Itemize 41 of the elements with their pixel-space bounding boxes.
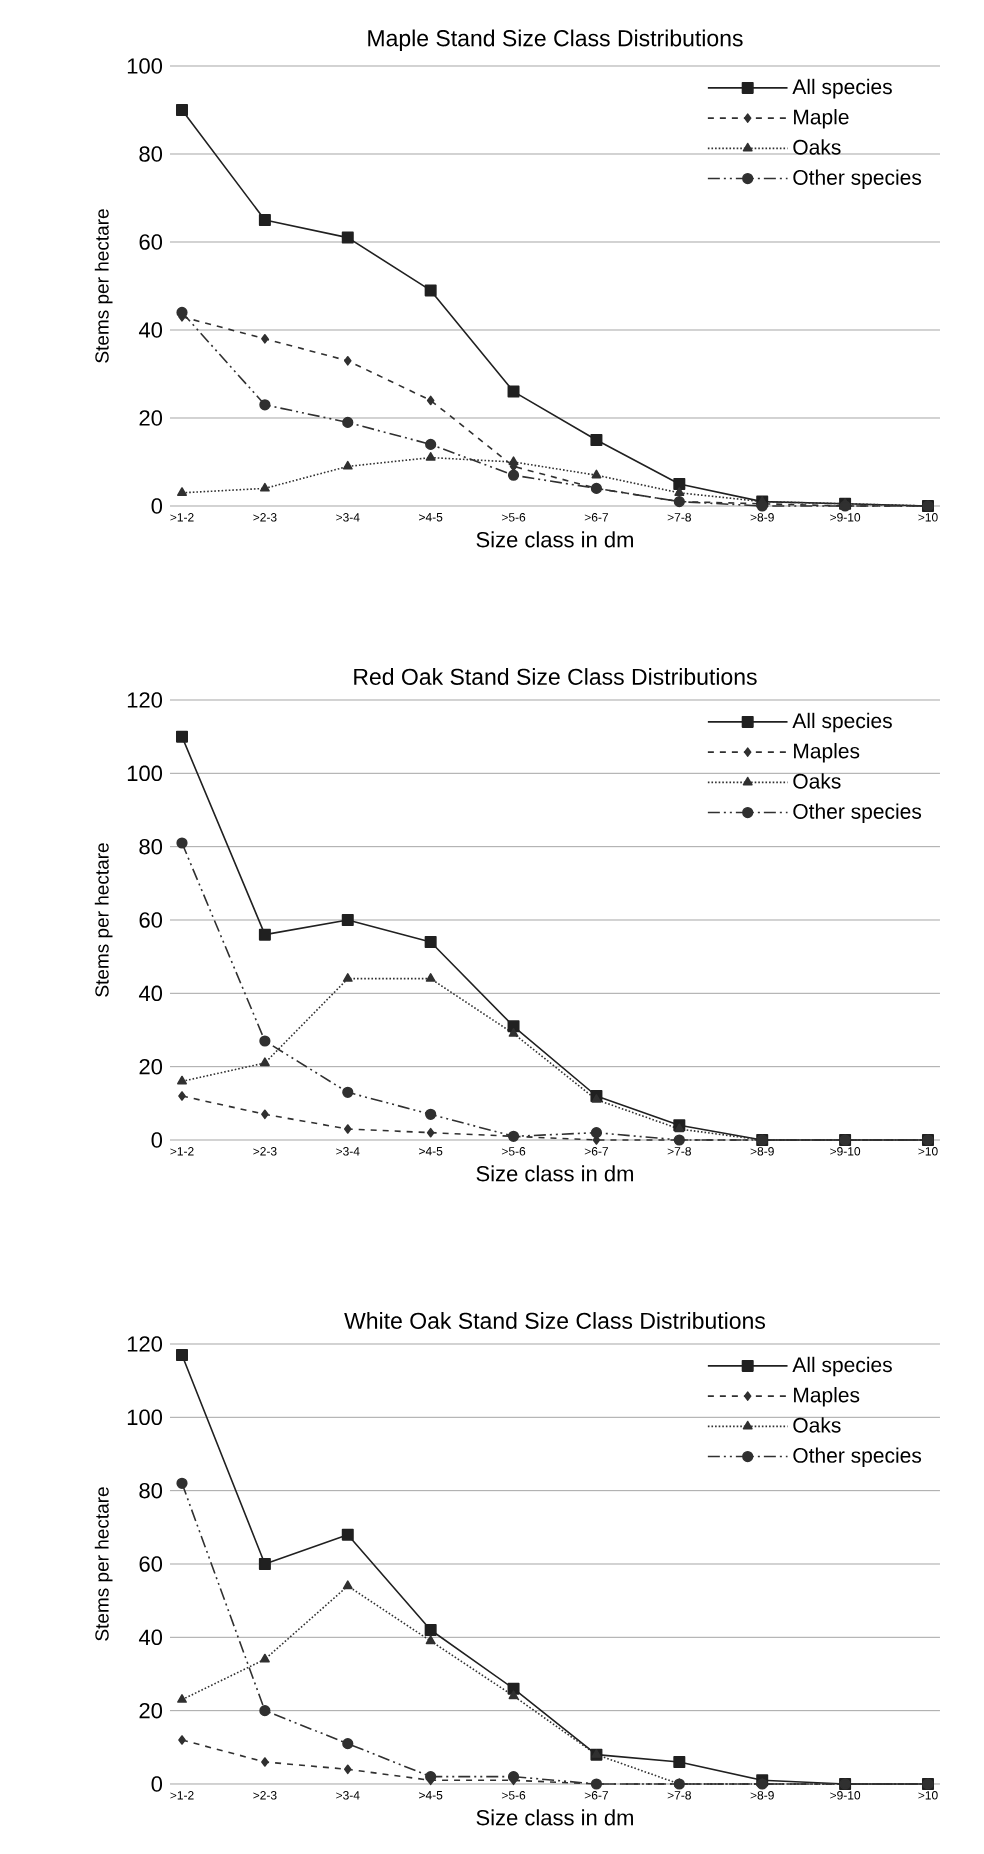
legend-label: Oaks	[793, 1417, 841, 1433]
legend-label: Other species	[793, 169, 922, 190]
legend-label: All species	[792, 1356, 892, 1377]
x-axis-title: Size class in dm	[476, 1809, 633, 1826]
y-tick-label: 60	[139, 1556, 163, 1572]
y-tick-label: 0	[151, 1776, 163, 1792]
y-tick-label: 20	[139, 1702, 163, 1719]
y-tick-label: 100	[127, 765, 163, 782]
y-tick-label: 60	[139, 234, 163, 250]
legend-label: Maple	[794, 109, 849, 129]
y-axis-title: Stems per hectare	[94, 209, 113, 363]
y-tick-label: 20	[139, 1058, 163, 1075]
legend-label: Maples	[794, 743, 860, 763]
y-tick-label: 0	[151, 1132, 163, 1148]
y-tick-label: 0	[151, 498, 163, 514]
y-tick-label: 60	[139, 912, 163, 928]
y-tick-label: 120	[127, 692, 163, 708]
legend-label: All species	[792, 712, 892, 733]
legend-label: Oaks	[793, 139, 841, 155]
y-tick-label: 120	[127, 1336, 163, 1352]
chart-title: White Oak Stand Size Class Distributions	[344, 1312, 766, 1329]
x-axis-title: Size class in dm	[476, 531, 633, 548]
y-tick-label: 40	[138, 322, 163, 338]
y-tick-label: 100	[127, 58, 163, 74]
legend-label: Other species	[793, 803, 922, 824]
y-tick-label: 40	[138, 1629, 163, 1646]
y-tick-label: 80	[139, 1482, 163, 1499]
chart-title: Red Oak Stand Size Class Distributions	[354, 668, 757, 685]
legend-label: All species	[792, 78, 892, 99]
y-tick-label: 100	[127, 1409, 163, 1426]
y-tick-label: 80	[139, 838, 163, 855]
chart-title: Maple Stand Size Class Distributions	[368, 29, 743, 51]
y-axis-title: Stems per hectare	[94, 1487, 113, 1641]
y-axis-title: Stems per hectare	[94, 843, 113, 997]
legend-label: Other species	[793, 1447, 922, 1468]
x-axis-title: Size class in dm	[476, 1165, 633, 1182]
legend-label: Oaks	[793, 773, 841, 789]
y-tick-label: 80	[139, 146, 163, 162]
y-tick-label: 40	[138, 985, 163, 1002]
legend-label: Maples	[794, 1387, 860, 1407]
y-tick-label: 20	[139, 410, 163, 426]
